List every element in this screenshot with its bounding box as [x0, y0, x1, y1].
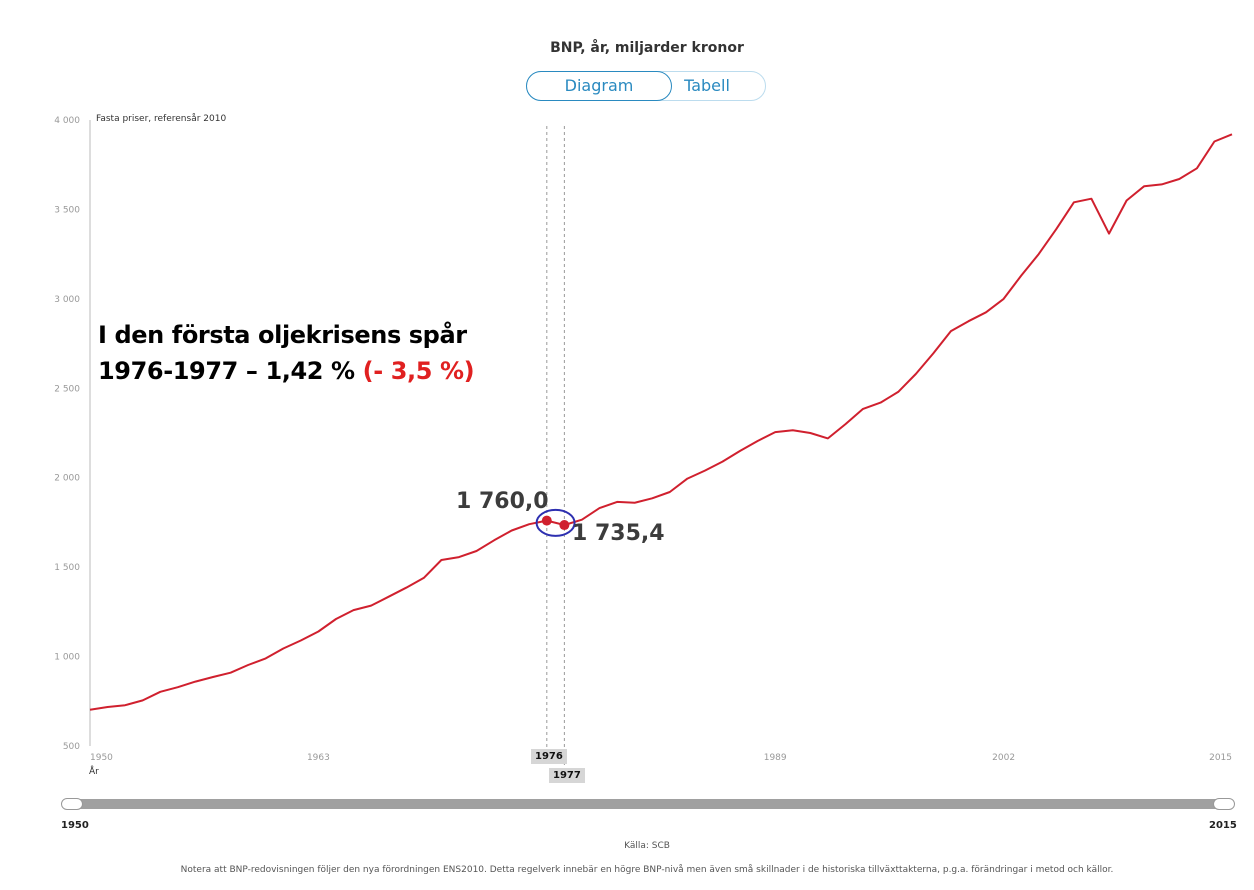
annotation-growth: 1976-1977 – 1,42 %: [98, 357, 355, 385]
x-tick-label: 2002: [992, 753, 1015, 763]
annotation-line-1: I den första oljekrisens spår: [98, 321, 467, 349]
value-label-1976: 1 760,0: [456, 489, 549, 514]
gdp-series-line: [89, 133, 1233, 711]
x-tick-label: 1989: [764, 753, 787, 763]
data-point-1976[interactable]: [541, 515, 552, 526]
year-range-slider[interactable]: [61, 798, 1235, 810]
x-tick-label: 2015: [1209, 753, 1232, 763]
highlight-ellipse: [535, 508, 576, 537]
y-tick-label: 1 000: [54, 653, 80, 663]
hover-year-1976: 1976: [531, 749, 567, 764]
value-label-1977: 1 735,4: [572, 521, 665, 546]
line-chart: 500 1 000 1 500 2 000 2 500 3 000 3 500 4 000 F…: [54, 113, 1233, 777]
annotation-headline: I den första oljekrisens spår 1976-1977 …: [98, 317, 475, 389]
slider-handle-start[interactable]: [61, 798, 83, 810]
x-tick-label: 1963: [307, 753, 330, 763]
y-tick-label: 500: [63, 742, 80, 752]
y-tick-label: 4 000: [54, 116, 80, 126]
y-tick-label: 3 000: [54, 295, 80, 305]
y-tick-label: 1 500: [54, 563, 80, 573]
slider-end-label: 2015: [1209, 820, 1237, 831]
diagram-tab[interactable]: Diagram: [526, 71, 672, 101]
data-point-1977[interactable]: [559, 520, 570, 531]
slider-handle-end[interactable]: [1213, 798, 1235, 810]
table-tab[interactable]: Tabell: [684, 76, 730, 95]
slider-start-label: 1950: [61, 820, 89, 831]
x-tick-label: 1950: [90, 753, 113, 763]
annotation-decline: (- 3,5 %): [362, 357, 475, 385]
chart-title: BNP, år, miljarder kronor: [550, 40, 744, 56]
hover-year-1977: 1977: [549, 768, 585, 783]
y-tick-label: 2 000: [54, 474, 80, 484]
source-text: Källa: SCB: [624, 841, 670, 851]
chart-subtitle: Fasta priser, referensår 2010: [96, 113, 226, 124]
view-toggle: Diagram Tabell: [526, 71, 766, 101]
y-tick-label: 2 500: [54, 384, 80, 394]
footnote: Notera att BNP-redovisningen följer den …: [180, 865, 1114, 875]
annotation-line-2: 1976-1977 – 1,42 % (- 3,5 %): [98, 353, 475, 389]
x-axis-label: År: [89, 765, 99, 777]
y-tick-label: 3 500: [54, 205, 80, 215]
